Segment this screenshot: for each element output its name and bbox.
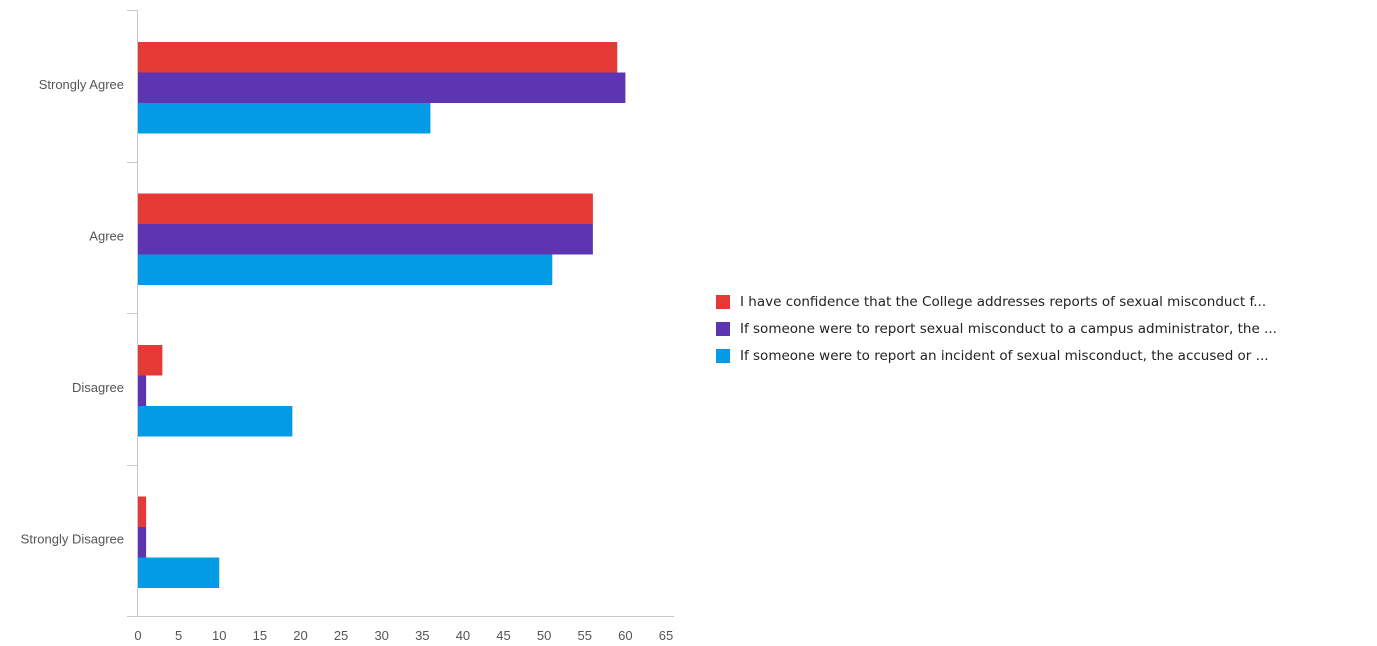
bar[interactable] [138, 224, 593, 255]
legend-item[interactable]: If someone were to report sexual miscond… [716, 315, 1277, 342]
chart-bars [138, 42, 626, 589]
category-label: Agree [89, 229, 124, 244]
legend-label: If someone were to report sexual miscond… [740, 320, 1277, 337]
bar[interactable] [138, 375, 147, 407]
bar[interactable] [138, 496, 147, 528]
bar[interactable] [138, 193, 593, 225]
x-tick-label: 50 [537, 628, 551, 643]
bar[interactable] [138, 103, 431, 134]
bar[interactable] [138, 254, 553, 286]
legend-label: I have confidence that the College addre… [740, 293, 1267, 310]
x-tick-label: 0 [134, 628, 141, 643]
x-tick-label: 20 [293, 628, 307, 643]
bar[interactable] [138, 406, 293, 437]
x-tick-label: 60 [618, 628, 632, 643]
legend-item[interactable]: I have confidence that the College addre… [716, 288, 1277, 315]
category-label: Strongly Agree [39, 77, 124, 92]
x-tick-label: 35 [415, 628, 429, 643]
bar[interactable] [138, 527, 147, 558]
category-label: Strongly Disagree [21, 532, 124, 547]
x-tick-label: 40 [456, 628, 470, 643]
x-tick-label: 55 [578, 628, 592, 643]
x-tick-label: 5 [175, 628, 182, 643]
bar[interactable] [138, 557, 220, 589]
x-tick-label: 30 [374, 628, 388, 643]
legend: I have confidence that the College addre… [716, 288, 1277, 369]
x-tick-label: 45 [496, 628, 510, 643]
bar[interactable] [138, 345, 163, 376]
x-tick-label: 10 [212, 628, 226, 643]
category-label: Disagree [72, 380, 124, 395]
x-tick-label: 65 [659, 628, 673, 643]
category-labels: Strongly Agree Agree Disagree Strongly Disa… [21, 77, 124, 547]
x-tick-labels: 0 5 10 15 20 25 30 35 40 45 50 55 60 65 [134, 628, 673, 643]
legend-label: If someone were to report an incident of… [740, 347, 1269, 364]
legend-swatch [716, 321, 730, 336]
legend-swatch [716, 294, 730, 309]
x-tick-label: 15 [253, 628, 267, 643]
bar[interactable] [138, 72, 626, 104]
legend-item[interactable]: If someone were to report an incident of… [716, 342, 1277, 369]
x-tick-label: 25 [334, 628, 348, 643]
legend-swatch [716, 348, 730, 363]
chart-axes [127, 10, 674, 617]
bar[interactable] [138, 42, 618, 73]
